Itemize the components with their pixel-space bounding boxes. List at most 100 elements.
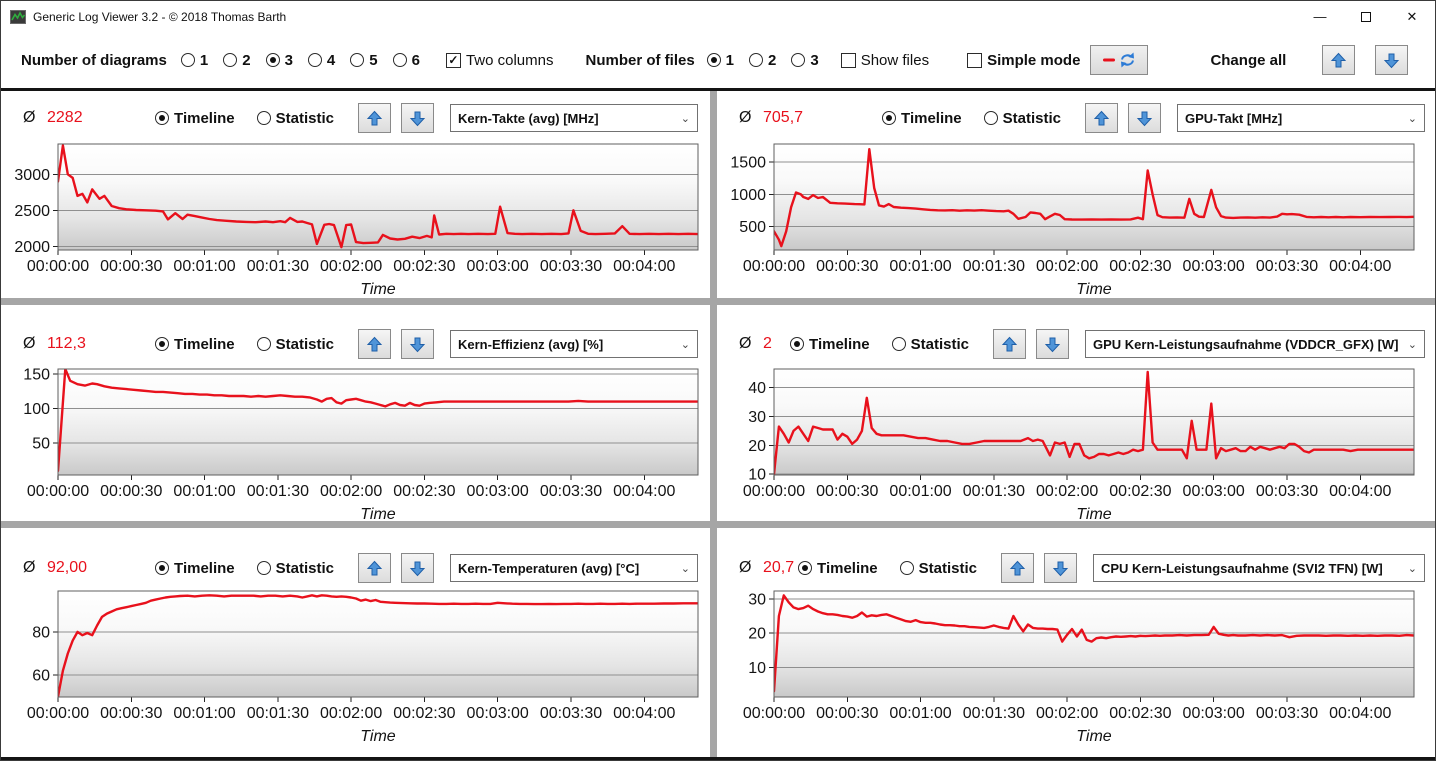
row-divider: [1, 298, 1435, 305]
minimize-button[interactable]: —: [1297, 1, 1343, 32]
two-columns-checkbox[interactable]: ✓ Two columns: [445, 52, 553, 69]
average-value: 20,7: [763, 559, 795, 576]
maximize-button[interactable]: [1343, 1, 1389, 32]
timeline-radio[interactable]: Timeline: [155, 110, 235, 127]
metric-dropdown-value: CPU Kern-Leistungsaufnahme (SVI2 TFN) [W…: [1101, 560, 1383, 576]
x-tick-label: 00:04:00: [613, 705, 675, 722]
file-count-option-1[interactable]: 1: [706, 52, 734, 69]
diagram-count-radio-4[interactable]: [307, 53, 322, 67]
simple-mode-checkbox[interactable]: Simple mode: [967, 52, 1080, 69]
statistic-radio-label: Statistic: [275, 559, 334, 577]
statistic-radio-circle[interactable]: [899, 561, 914, 575]
move-metric-up-button[interactable]: [358, 553, 391, 583]
move-metric-up-button[interactable]: [358, 329, 391, 359]
diagram-header: Ø 2 Timeline Statistic GPU Kern-Leistungsauf…: [717, 327, 1435, 361]
move-metric-up-button[interactable]: [1085, 103, 1118, 133]
timeline-radio-circle[interactable]: [155, 111, 170, 125]
change-all-down-button[interactable]: [1375, 45, 1409, 75]
diagram-count-radio-2[interactable]: [223, 53, 238, 67]
line-style-refresh-button[interactable]: [1090, 45, 1149, 75]
file-count-radio-group: 1 2 3: [706, 52, 819, 69]
diagram-count-option-1[interactable]: 1: [180, 52, 208, 69]
statistic-radio[interactable]: Statistic: [899, 560, 977, 577]
average-symbol: Ø: [739, 559, 752, 576]
metric-dropdown[interactable]: GPU Kern-Leistungsaufnahme (VDDCR_GFX) […: [1085, 330, 1425, 358]
metric-dropdown[interactable]: Kern-Takte (avg) [MHz] ⌄: [450, 104, 698, 132]
diagram-count-radio-1[interactable]: [180, 53, 195, 67]
show-files-checkbox[interactable]: Show files: [840, 52, 929, 69]
timeline-radio[interactable]: Timeline: [798, 560, 878, 577]
timeline-radio[interactable]: Timeline: [790, 336, 870, 353]
timeline-radio-circle[interactable]: [790, 337, 805, 351]
timeline-radio-circle[interactable]: [155, 561, 170, 575]
move-metric-up-button[interactable]: [358, 103, 391, 133]
timeline-radio-circle[interactable]: [882, 111, 897, 125]
diagram-panel-5: Ø 92,00 Timeline Statistic Kern-Temperaturen…: [1, 528, 710, 759]
arrow-down-icon: [409, 561, 426, 576]
timeline-radio[interactable]: Timeline: [155, 560, 235, 577]
x-axis-title: Time: [1076, 728, 1112, 745]
number-of-files-label: Number of files: [585, 51, 695, 69]
statistic-radio-circle[interactable]: [256, 561, 271, 575]
statistic-radio-circle[interactable]: [256, 337, 271, 351]
simple-mode-label: Simple mode: [987, 51, 1081, 69]
x-tick-label: 00:02:30: [393, 258, 455, 275]
title-bar: Generic Log Viewer 3.2 - © 2018 Thomas B…: [1, 1, 1435, 32]
close-button[interactable]: ✕: [1389, 1, 1435, 32]
y-tick-label: 40: [748, 380, 766, 397]
file-count-radio-2[interactable]: [749, 53, 764, 67]
move-metric-down-button[interactable]: [1044, 553, 1077, 583]
diagram-count-radio-5[interactable]: [350, 53, 365, 67]
diagram-count-option-5[interactable]: 5: [350, 52, 378, 69]
two-columns-checkbox-box[interactable]: ✓: [445, 52, 461, 68]
timeline-radio-circle[interactable]: [155, 337, 170, 351]
file-count-radio-3[interactable]: [791, 53, 806, 67]
x-tick-label: 00:02:30: [1109, 258, 1171, 275]
metric-dropdown[interactable]: CPU Kern-Leistungsaufnahme (SVI2 TFN) [W…: [1093, 554, 1425, 582]
minimize-icon: —: [1313, 9, 1327, 24]
statistic-radio-circle[interactable]: [983, 111, 998, 125]
move-metric-down-button[interactable]: [401, 329, 434, 359]
timeline-radio-label: Timeline: [817, 559, 878, 577]
diagram-count-option-4[interactable]: 4: [307, 52, 335, 69]
row-divider: [1, 521, 1435, 528]
diagram-count-radio-6[interactable]: [392, 53, 407, 67]
move-metric-down-button[interactable]: [1128, 103, 1161, 133]
file-count-option-3[interactable]: 3: [791, 52, 819, 69]
metric-dropdown[interactable]: GPU-Takt [MHz] ⌄: [1177, 104, 1425, 132]
statistic-radio-circle[interactable]: [891, 337, 906, 351]
x-axis-title: Time: [360, 506, 396, 521]
x-tick-label: 00:00:30: [816, 258, 878, 275]
timeline-radio[interactable]: Timeline: [882, 110, 962, 127]
statistic-radio[interactable]: Statistic: [891, 336, 969, 353]
statistic-radio-circle[interactable]: [256, 111, 271, 125]
statistic-radio[interactable]: Statistic: [983, 110, 1061, 127]
change-all-up-button[interactable]: [1322, 45, 1356, 75]
data-series-line: [774, 594, 1414, 693]
average-value: 705,7: [763, 109, 804, 126]
move-metric-up-button[interactable]: [993, 329, 1026, 359]
timeline-radio-circle[interactable]: [798, 561, 813, 575]
y-tick-label: 1000: [730, 187, 766, 204]
diagram-count-radio-3[interactable]: [265, 53, 280, 67]
statistic-radio-label: Statistic: [275, 109, 334, 127]
show-files-checkbox-box[interactable]: [840, 52, 856, 68]
move-metric-up-button[interactable]: [1001, 553, 1034, 583]
statistic-radio[interactable]: Statistic: [256, 109, 334, 127]
x-axis-title: Time: [360, 281, 396, 298]
simple-mode-checkbox-box[interactable]: [967, 52, 983, 68]
statistic-radio[interactable]: Statistic: [256, 559, 334, 577]
metric-dropdown[interactable]: Kern-Temperaturen (avg) [°C] ⌄: [450, 554, 698, 582]
file-count-option-2[interactable]: 2: [749, 52, 776, 69]
diagram-count-option-6[interactable]: 6: [392, 52, 420, 69]
move-metric-down-button[interactable]: [1036, 329, 1069, 359]
statistic-radio[interactable]: Statistic: [256, 336, 334, 353]
x-tick-label: 00:00:30: [100, 483, 162, 500]
move-metric-down-button[interactable]: [401, 103, 434, 133]
diagram-count-option-3[interactable]: 3: [265, 52, 293, 69]
file-count-radio-1[interactable]: [706, 53, 721, 67]
timeline-radio[interactable]: Timeline: [155, 336, 235, 353]
diagram-count-option-2[interactable]: 2: [223, 52, 251, 69]
metric-dropdown[interactable]: Kern-Effizienz (avg) [%] ⌄: [450, 330, 698, 358]
move-metric-down-button[interactable]: [401, 553, 434, 583]
